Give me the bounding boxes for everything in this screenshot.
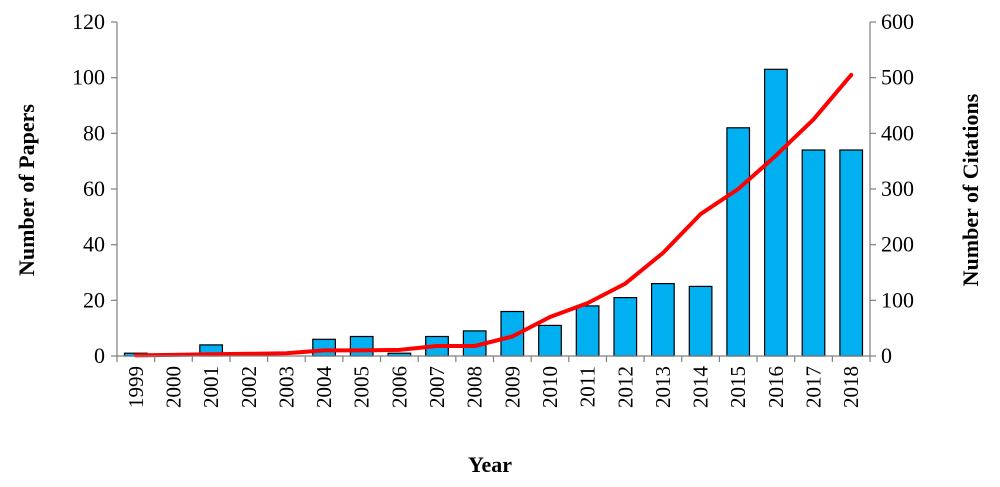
x-tick-label: 2014 xyxy=(689,366,713,409)
x-tick-label: 2004 xyxy=(312,366,336,409)
x-tick-label: 2003 xyxy=(274,366,298,408)
x-tick-label: 2012 xyxy=(613,366,637,408)
y2-axis-title: Number of Citations xyxy=(958,93,983,286)
y-tick-label: 100 xyxy=(72,65,105,90)
bar-2010 xyxy=(538,324,562,357)
bar-2005 xyxy=(349,335,374,357)
x-tick-label: 1999 xyxy=(124,366,148,408)
citations-line xyxy=(133,72,854,358)
y-tick-label: 40 xyxy=(83,232,105,257)
x-tick-label: 2000 xyxy=(162,366,186,408)
bar-2004 xyxy=(312,338,336,357)
x-tick-label: 2008 xyxy=(463,366,487,408)
x-tick-label: 2001 xyxy=(199,366,223,408)
y2-tick-label: 200 xyxy=(881,232,914,257)
x-axis-title: Year xyxy=(468,452,512,477)
x-tick-label: 2015 xyxy=(726,366,750,408)
x-tick-label: 2007 xyxy=(425,366,449,408)
citations-line-series xyxy=(133,72,854,358)
y-axis-title: Number of Papers xyxy=(14,104,39,276)
y-tick-label: 80 xyxy=(83,120,105,145)
bar-2016 xyxy=(763,68,788,357)
y2-tick-label: 500 xyxy=(881,65,914,90)
y-tick-label: 120 xyxy=(72,9,105,34)
y2-tick-label: 300 xyxy=(881,176,914,201)
y-tick-label: 60 xyxy=(83,176,105,201)
y2-tick-label: 0 xyxy=(881,343,892,368)
x-tick-label: 2002 xyxy=(237,366,261,408)
x-tick-label: 2009 xyxy=(500,366,524,408)
y-tick-label: 0 xyxy=(94,343,105,368)
axes xyxy=(111,21,876,362)
bar-2018 xyxy=(839,149,864,357)
x-tick-label: 2011 xyxy=(576,366,600,407)
bar-2012 xyxy=(613,297,638,357)
bar-2014 xyxy=(688,285,713,357)
y2-tick-label: 400 xyxy=(881,120,914,145)
x-tick-label: 2013 xyxy=(651,366,675,408)
x-tick-label: 2017 xyxy=(802,366,826,408)
x-tick-label: 2018 xyxy=(839,366,863,408)
y-tick-label: 20 xyxy=(83,287,105,312)
tick-labels: 0 20 40 60 80 100 120 0 100 200 300 400 500 600 1999 20… xyxy=(72,9,914,408)
bar-2017 xyxy=(801,149,826,357)
bar-2011 xyxy=(575,305,600,357)
y2-tick-label: 100 xyxy=(881,287,914,312)
bar-series xyxy=(123,68,864,357)
x-tick-label: 2010 xyxy=(538,366,562,408)
x-tick-label: 2016 xyxy=(764,366,788,408)
bar-2013 xyxy=(650,283,675,357)
y2-tick-label: 600 xyxy=(881,9,914,34)
x-tick-label: 2005 xyxy=(350,366,374,408)
x-tick-label: 2006 xyxy=(387,366,411,408)
bar-2015 xyxy=(726,127,751,357)
